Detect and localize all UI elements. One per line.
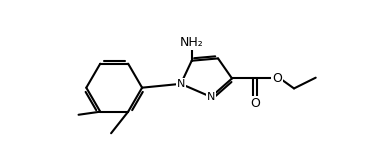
- Text: O: O: [272, 72, 282, 85]
- Text: NH₂: NH₂: [180, 36, 204, 49]
- Text: O: O: [250, 97, 260, 110]
- Text: N: N: [207, 92, 215, 102]
- Text: N: N: [177, 79, 185, 89]
